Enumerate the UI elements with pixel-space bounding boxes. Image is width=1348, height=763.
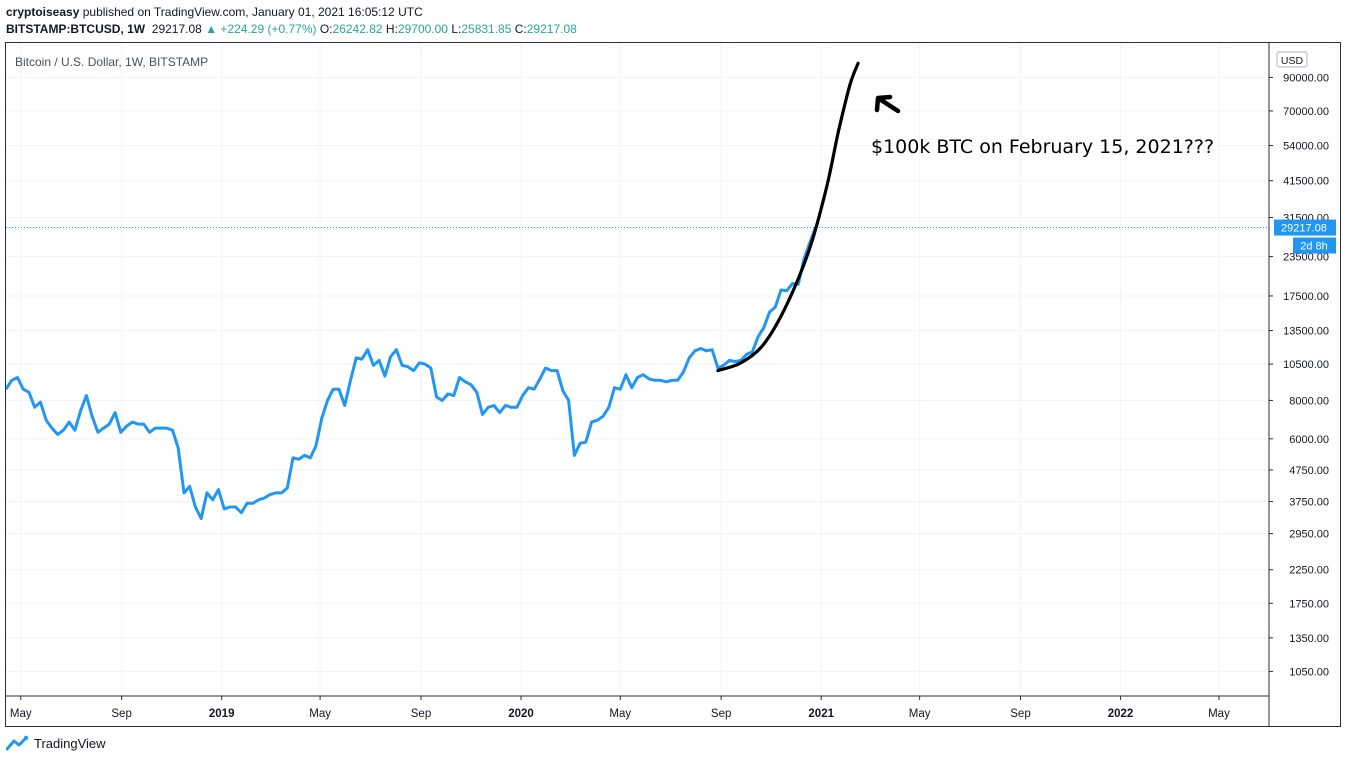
author-link[interactable]: cryptoiseasy bbox=[6, 5, 80, 19]
y-tick-label: 1050.00 bbox=[1289, 666, 1329, 678]
price-chart[interactable]: 120000.00 90000.00 70000.00 54000.00 41500.0… bbox=[6, 43, 1340, 726]
projection-curve[interactable] bbox=[716, 61, 860, 373]
y-tick-label: 23500.00 bbox=[1283, 252, 1329, 264]
y-tick-label: 41500.00 bbox=[1283, 176, 1329, 188]
y-tick-label: 2950.00 bbox=[1289, 529, 1329, 541]
up-arrow-icon: ▲ bbox=[205, 22, 218, 36]
ohlc-line: BITSTAMP:BTCUSD, 1W 29217.08 ▲ +224.29 (… bbox=[6, 21, 577, 38]
open-label: O: bbox=[319, 22, 333, 36]
publish-line: cryptoiseasy published on TradingView.co… bbox=[6, 4, 577, 21]
y-tick-label: 1750.00 bbox=[1289, 598, 1329, 610]
x-tick-label: Sep bbox=[1010, 708, 1030, 720]
y-tick-label: 13500.00 bbox=[1283, 326, 1329, 338]
high-label: H: bbox=[385, 22, 398, 36]
annotation-arrow-icon[interactable] bbox=[874, 94, 901, 114]
x-tick-label: May bbox=[609, 708, 631, 720]
currency-label: USD bbox=[1281, 55, 1304, 67]
grid-lines bbox=[6, 43, 1269, 696]
close-value: 29217.08 bbox=[526, 22, 577, 36]
low-label: L: bbox=[451, 22, 462, 36]
x-tick-label: 2020 bbox=[508, 708, 534, 720]
chart-header: cryptoiseasy published on TradingView.co… bbox=[6, 4, 577, 38]
low-value: 25831.85 bbox=[461, 22, 512, 36]
x-tick-label: May bbox=[10, 708, 32, 720]
x-tick-label: 2019 bbox=[209, 708, 235, 720]
chart-frame[interactable]: 120000.00 90000.00 70000.00 54000.00 41500.0… bbox=[5, 42, 1341, 727]
y-tick-label: 54000.00 bbox=[1283, 141, 1329, 153]
x-tick-label: Sep bbox=[411, 708, 431, 720]
last-price: 29217.08 bbox=[151, 22, 202, 36]
symbol-label[interactable]: BITSTAMP:BTCUSD, 1W bbox=[6, 22, 146, 36]
open-value: 26242.82 bbox=[332, 22, 383, 36]
x-tick-label: May bbox=[1208, 708, 1230, 720]
currency-box: USD bbox=[1276, 51, 1308, 68]
y-tick-label: 1350.00 bbox=[1289, 633, 1329, 645]
countdown-label: 2d 8h bbox=[1300, 241, 1328, 253]
btc-price-series[interactable] bbox=[6, 226, 817, 521]
high-value: 29700.00 bbox=[397, 22, 448, 36]
y-tick-label: 6000.00 bbox=[1289, 434, 1329, 446]
x-tick-label: 2021 bbox=[808, 708, 834, 720]
last-price-tag: 29217.08 2d 8h bbox=[1274, 219, 1336, 254]
y-tick-label: 3750.00 bbox=[1289, 497, 1329, 509]
brand-name: TradingView bbox=[34, 735, 106, 751]
y-tick-label: 4750.00 bbox=[1289, 465, 1329, 477]
price-change: +224.29 (+0.77%) bbox=[220, 22, 317, 36]
x-tick-label: Sep bbox=[711, 708, 731, 720]
y-tick-label: 2250.00 bbox=[1289, 565, 1329, 577]
time-axis[interactable]: May Sep 2019 May Sep 2020 May Sep 2021 May Sep 2022… bbox=[10, 696, 1230, 720]
x-tick-label: 2022 bbox=[1108, 708, 1134, 720]
x-tick-label: May bbox=[909, 708, 931, 720]
publish-info: published on TradingView.com, January 01… bbox=[82, 5, 423, 19]
y-tick-label: 70000.00 bbox=[1283, 106, 1329, 118]
y-tick-label: 17500.00 bbox=[1283, 291, 1329, 303]
x-tick-label: Sep bbox=[111, 708, 131, 720]
y-tick-label: 10500.00 bbox=[1283, 359, 1329, 371]
x-tick-label: May bbox=[309, 708, 331, 720]
y-tick-label: 8000.00 bbox=[1289, 395, 1329, 407]
annotation-text[interactable]: $100k BTC on February 15, 2021??? bbox=[871, 136, 1214, 158]
chart-title: Bitcoin / U.S. Dollar, 1W, BITSTAMP bbox=[15, 55, 208, 69]
y-tick-label: 120000.00 bbox=[1277, 43, 1329, 46]
price-axis[interactable]: 120000.00 90000.00 70000.00 54000.00 41500.0… bbox=[1269, 43, 1329, 678]
last-price-tag-label: 29217.08 bbox=[1281, 223, 1327, 235]
tradingview-logo-icon bbox=[6, 735, 29, 751]
y-tick-label: 90000.00 bbox=[1283, 72, 1329, 84]
close-label: C: bbox=[514, 22, 527, 36]
footer-brand[interactable]: TradingView bbox=[6, 735, 106, 751]
